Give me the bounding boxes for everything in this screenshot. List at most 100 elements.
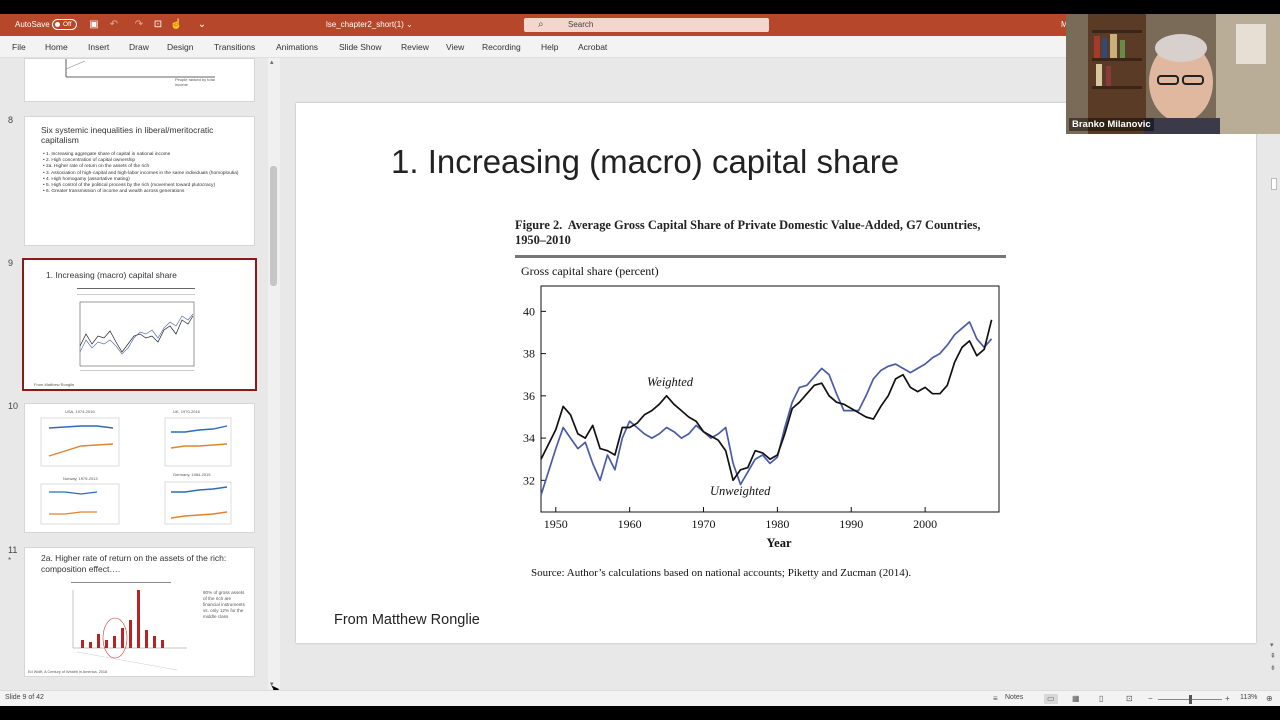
autosave-toggle[interactable]: Off [52,14,77,36]
slide-thumbnail-7[interactable]: People ranked by total income [24,58,255,102]
reading-view-icon[interactable]: ▯ [1099,694,1104,703]
customize-toolbar-icon[interactable]: ⌄ [197,19,207,30]
slide10-panel-title: UK, 1970-2016 [173,409,200,414]
slide-sorter-icon[interactable]: ▦ [1072,694,1080,703]
user-initial[interactable]: M [1061,20,1068,29]
x-tick-label: 1980 [765,517,789,531]
present-icon[interactable]: ⊡ [153,19,163,30]
autosave-label: AutoSave [15,20,50,29]
document-title-text: lse_chapter2_short(1) [326,20,404,29]
slide-thumbnail-8[interactable]: Six systemic inequalities in liberal/mer… [24,116,255,246]
normal-view-icon[interactable]: ▭ [1044,694,1058,704]
notes-button[interactable]: Notes [1005,694,1024,701]
zoom-out-icon[interactable]: − [1148,694,1153,703]
search-box[interactable]: ⌕ Search [524,18,769,32]
unweighted-annotation: Unweighted [710,484,771,498]
y-ticks: 32 34 36 38 40 [523,304,546,487]
slide10-panel-title: Norway, 1979-2013 [63,476,98,481]
notes-icon[interactable]: ≡ [993,694,998,703]
zoom-in-icon[interactable]: + [1225,694,1230,703]
x-tick-label: 1960 [618,517,642,531]
thumbnail-scroll-thumb[interactable] [270,166,277,286]
slide11-note: 80% of gross assets of the rich are fina… [203,590,245,619]
thumbnail-scrollbar[interactable]: ▴ ▾ [268,58,280,690]
weighted-annotation: Weighted [647,375,694,389]
x-tick-label: 2000 [913,517,937,531]
participant-video: Branko Milanovic [1066,14,1280,134]
screen-bottom-bar [0,706,1280,720]
chevron-down-icon: ⌄ [406,20,413,29]
slide11-title: 2a. Higher rate of return on the assets … [41,553,227,574]
x-tick-label: 1950 [544,517,568,531]
slide9-mini-chart [77,288,195,371]
figure-caption: Figure 2. Average Gross Capital Share of… [515,218,1010,248]
star-icon: * [8,556,12,565]
tab-slide-show[interactable]: Slide Show [339,42,382,52]
slide-thumbnail-11[interactable]: 2a. Higher rate of return on the assets … [24,547,255,677]
plot-frame [540,285,1000,513]
slide-number-10: 10 [8,401,19,411]
slide8-bullet: • 1. Increasing aggregate share of capit… [43,152,171,157]
x-ticks: 1950 1960 1970 1980 1990 2000 [544,507,937,531]
slide8-bullet: • 2. High concentration of capital owner… [43,158,136,164]
series-line-weighted [540,319,993,482]
autosave-toggle-state: Off [52,19,77,31]
save-icon[interactable]: ▣ [89,19,99,30]
tab-insert[interactable]: Insert [88,42,110,52]
slide10-panel-title: Germany, 1984-2015 [173,472,211,477]
slide8-title: Six systemic inequalities in liberal/mer… [41,125,214,145]
slideshow-icon[interactable]: ⊡ [1126,694,1133,703]
scroll-up-icon[interactable]: ▴ [270,59,274,66]
figure-source: Source: Author’s calculations based on n… [531,567,911,579]
slide8-bullet: • 4. High homogamy (assortative mating) [43,176,130,182]
slide8-bullets: • 1. Increasing aggregate share of capit… [43,152,248,195]
tab-recording[interactable]: Recording [482,42,521,52]
tab-view[interactable]: View [446,42,465,52]
title-bar: AutoSave Off ▣ ↶ ↷ ⊡ ☝ ⌄ lse_chapter2_sh… [0,14,1280,36]
tab-animations[interactable]: Animations [276,42,319,52]
zoom-slider-thumb[interactable] [1189,695,1192,704]
redo-icon[interactable]: ↷ [134,19,144,30]
slide-thumbnail-pane: People ranked by total income 8 Six syst… [0,58,282,690]
tab-help[interactable]: Help [541,42,559,52]
capital-share-chart: Gross capital share (percent) 32 34 36 38 40… [515,255,1006,579]
tab-design[interactable]: Design [167,42,194,52]
ribbon-tabs: File Home Insert Draw Design Transitions… [0,36,1280,58]
slide-number-11: 11 [8,545,18,555]
previous-slide-icon[interactable]: ⇞ [1270,653,1276,660]
slide-thumbnail-10[interactable]: USA, 1974-2016 UK, 1970-2016 Norway, 197… [24,403,255,533]
document-title[interactable]: lse_chapter2_short(1) ⌄ [326,14,413,36]
zoom-level[interactable]: 113% [1240,694,1258,701]
slide10-panel-title: USA, 1974-2016 [65,409,95,414]
x-tick-label: 1990 [839,517,863,531]
participant-name: Branko Milanovic [1069,118,1154,131]
tab-draw[interactable]: Draw [129,42,149,52]
tab-file[interactable]: File [12,42,26,52]
slide-scrollbar[interactable]: ▾ ⇞ ⇟ [1268,134,1280,690]
screen-top-bar [0,0,1280,14]
slide-title[interactable]: 1. Increasing (macro) capital share [391,143,900,180]
touch-mode-icon[interactable]: ☝ [170,19,183,30]
slide11-bar-chart [71,582,187,671]
tab-transitions[interactable]: Transitions [214,42,256,52]
slide-number-9: 9 [8,258,14,268]
undo-icon[interactable]: ↶ [109,19,119,30]
slide-thumbnail-9[interactable]: 1. Increasing (macro) capital share From… [22,258,257,391]
current-slide[interactable]: 1. Increasing (macro) capital share Figu… [296,103,1256,643]
mouse-cursor-icon: ➤ [270,682,281,696]
scroll-down-icon[interactable]: ▾ [270,681,274,688]
tab-home[interactable]: Home [45,42,68,52]
tab-review[interactable]: Review [401,42,429,52]
slide-source-credit[interactable]: From Matthew Ronglie [334,612,480,628]
slide-scroll-thumb[interactable] [1271,178,1277,190]
figure-caption-label: Figure 2. [515,218,563,232]
tab-acrobat[interactable]: Acrobat [578,42,608,52]
fit-to-window-icon[interactable]: ⊕ [1266,694,1273,703]
slide7-caption: People ranked by total income [175,77,215,87]
search-placeholder: Search [568,20,594,29]
slide11-source: Ed Wolff, A Century of Wealth in America… [28,670,108,674]
scroll-down-icon[interactable]: ▾ [1270,642,1274,649]
next-slide-icon[interactable]: ⇟ [1270,665,1276,672]
participant-video-frame [1066,14,1280,134]
series-line-unweighted [540,321,993,496]
